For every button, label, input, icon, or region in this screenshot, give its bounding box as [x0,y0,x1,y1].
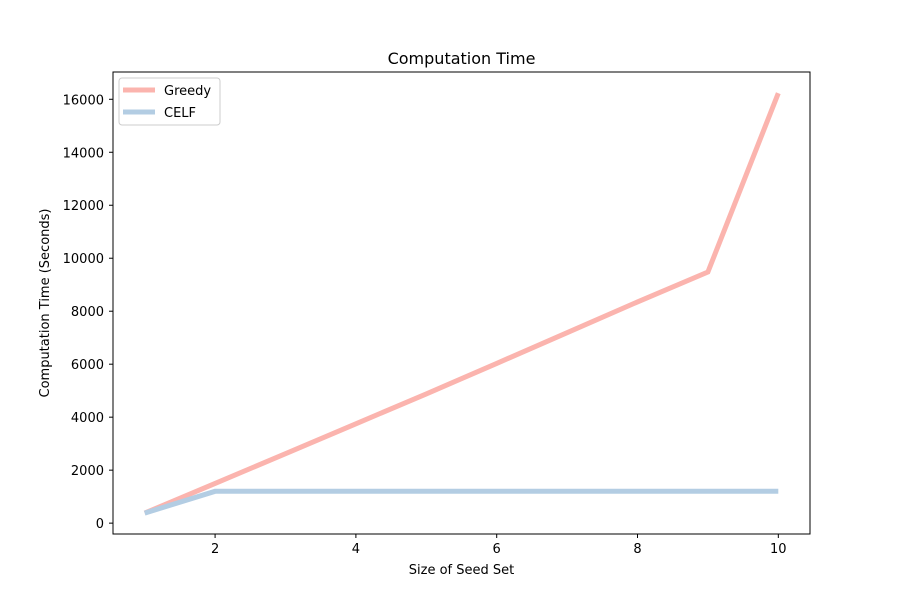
x-tick-label: 10 [770,542,787,557]
x-axis-label: Size of Seed Set [409,563,514,578]
y-tick-label: 2000 [71,464,104,479]
y-tick-label: 8000 [71,305,104,320]
y-tick-label: 12000 [63,199,104,214]
x-tick-label: 6 [493,542,501,557]
y-tick-label: 14000 [63,146,104,161]
x-tick-label: 4 [352,542,360,557]
x-tick-label: 2 [211,542,219,557]
legend: Greedy CELF [118,77,221,126]
legend-label-celf: CELF [164,106,196,121]
series-line-celf [143,488,779,516]
y-tick-label: 4000 [71,411,104,426]
y-tick-label: 0 [96,517,104,532]
y-tick-label: 16000 [63,93,104,108]
y-axis-ticks: 0 2000 4000 6000 8000 10000 12000 14000 16000 [63,93,113,532]
x-tick-label: 8 [633,542,641,557]
x-axis-ticks: 2 4 6 8 10 [211,534,787,557]
y-tick-label: 6000 [71,358,104,373]
legend-label-greedy: Greedy [164,84,211,99]
y-axis-label: Computation Time (Seconds) [38,209,53,398]
chart-title: Computation Time [388,49,536,68]
plot-frame [112,71,811,535]
series-line-greedy [143,92,781,516]
plot-lines [143,92,781,516]
y-tick-label: 10000 [63,252,104,267]
